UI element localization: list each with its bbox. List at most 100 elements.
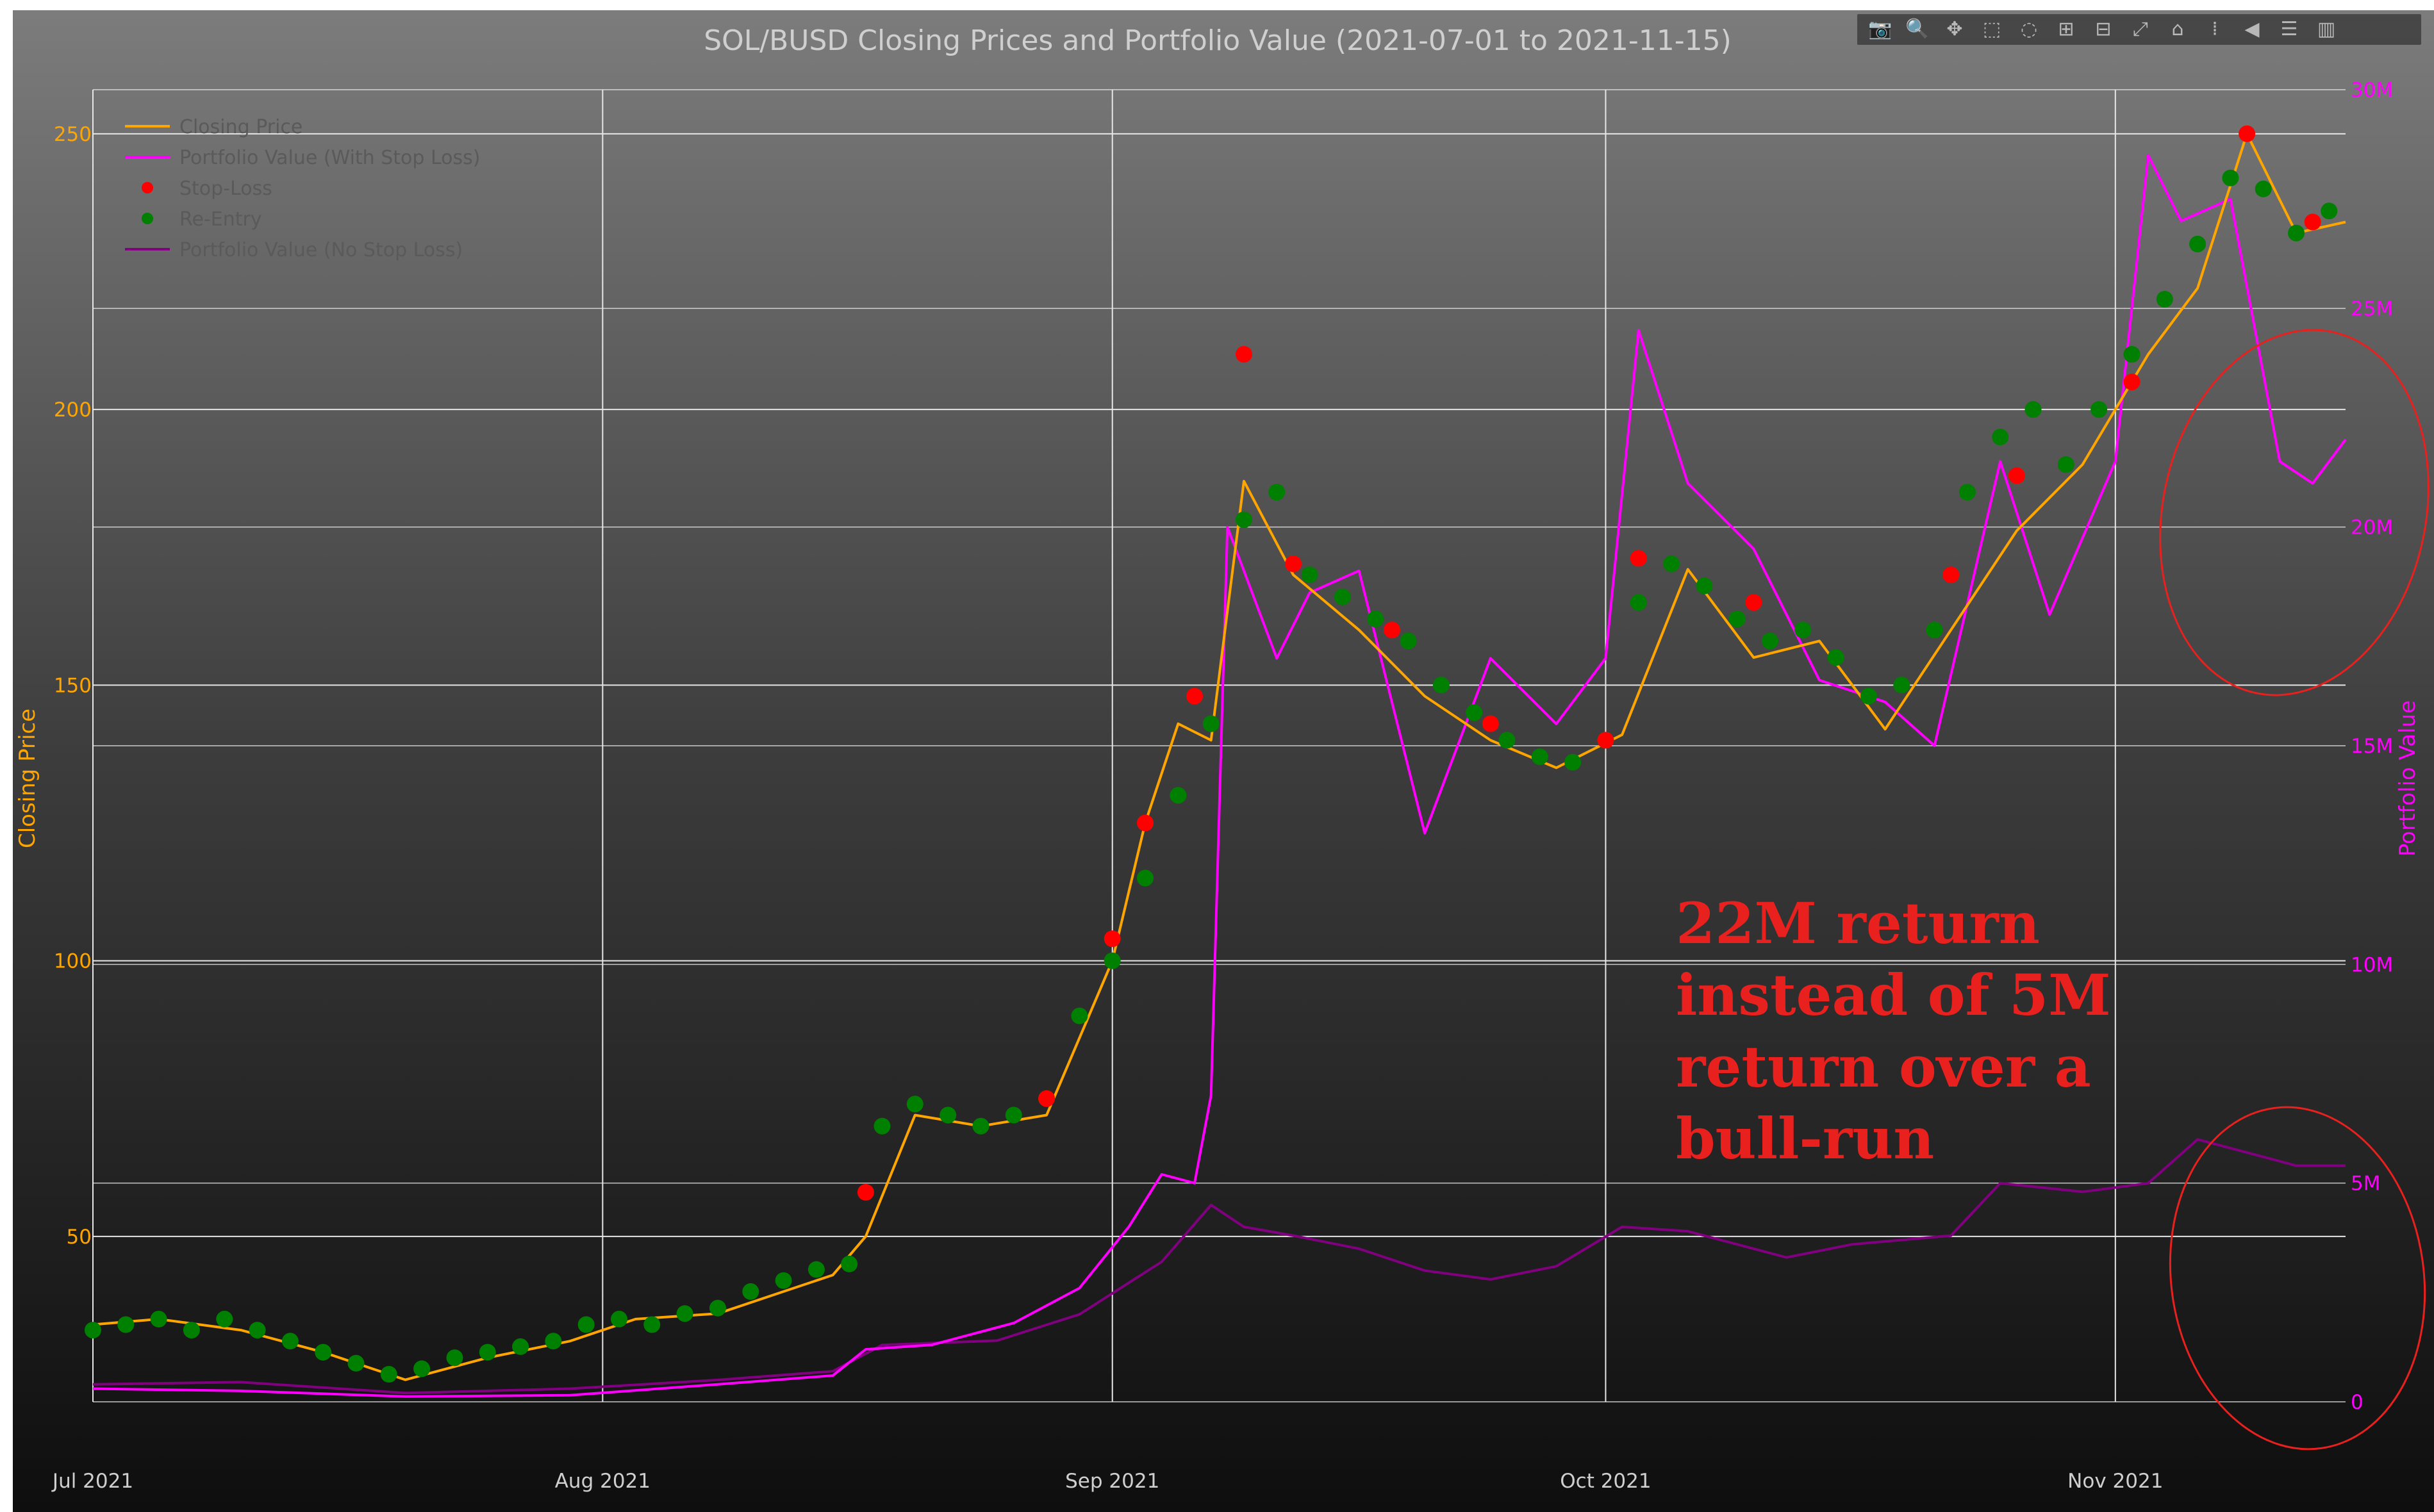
camera-icon[interactable]: 📷	[1868, 18, 1892, 40]
re-entry-marker	[611, 1310, 627, 1327]
re-entry-marker	[446, 1349, 463, 1367]
re-entry-marker	[2321, 202, 2338, 220]
axis-text: Jul 2021 Aug 2021 Sep 2021 Oct 2021 Nov 2021…	[51, 79, 2393, 1493]
re-entry-marker	[1268, 484, 1286, 501]
y2-tick-label: 0	[2351, 1391, 2364, 1414]
stop-loss-marker	[1186, 687, 1203, 705]
re-entry-marker	[1466, 704, 1483, 721]
re-entry-marker	[380, 1366, 397, 1383]
re-entry-marker	[643, 1316, 661, 1333]
re-entry-marker	[1564, 753, 1582, 771]
y2-tick-label: 10M	[2351, 953, 2393, 976]
legend-item-label: Closing Price	[179, 116, 302, 138]
zoom-out-icon[interactable]: ⊟	[2095, 18, 2112, 40]
re-entry-marker	[2222, 169, 2239, 186]
y2-tick-label: 25M	[2351, 297, 2393, 320]
hover-compare-icon[interactable]: ☰	[2280, 18, 2298, 40]
re-entry-marker	[2024, 401, 2042, 418]
re-entry-marker	[1236, 511, 1252, 529]
y-tick-label: 50	[67, 1226, 92, 1249]
re-entry-marker	[1794, 621, 1812, 639]
re-entry-marker	[1432, 677, 1450, 694]
stop-loss-marker	[1745, 594, 1762, 611]
stop-loss-marker	[1104, 930, 1121, 948]
re-entry-marker	[1531, 748, 1548, 766]
re-entry-marker	[1827, 649, 1844, 666]
stop-loss-marker	[2123, 374, 2140, 391]
autoscale-icon[interactable]: ⤢	[2133, 18, 2148, 40]
x-tick-label: Sep 2021	[1065, 1470, 1159, 1493]
re-entry-marker	[742, 1283, 759, 1300]
stop-loss-marker	[1285, 555, 1302, 572]
annotation-circle-bottom	[2169, 1106, 2426, 1450]
re-entry-marker	[972, 1117, 989, 1135]
re-entry-marker	[545, 1333, 562, 1350]
re-entry-marker	[1958, 484, 1976, 501]
re-entry-marker	[216, 1310, 233, 1327]
re-entry-marker	[150, 1310, 167, 1327]
re-entry-marker	[2123, 346, 2140, 363]
legend-marker	[142, 213, 153, 224]
re-entry-marker	[2090, 401, 2108, 418]
stop-loss-marker	[1597, 732, 1614, 749]
re-entry-marker	[1334, 588, 1351, 605]
re-entry-marker	[2255, 180, 2272, 197]
chart-title: SOL/BUSD Closing Prices and Portfolio Va…	[704, 24, 1732, 57]
x-tick-label: Jul 2021	[51, 1470, 133, 1493]
re-entry-marker	[2189, 235, 2206, 252]
chart-background	[13, 10, 2434, 1512]
re-entry-marker	[413, 1360, 431, 1377]
re-entry-marker	[479, 1344, 496, 1361]
legend-item-label: Portfolio Value (With Stop Loss)	[179, 147, 480, 169]
pan-icon[interactable]: ✥	[1946, 18, 1963, 40]
spike-lines-icon[interactable]: ⁞	[2212, 18, 2218, 40]
re-entry-marker	[709, 1299, 726, 1317]
stop-loss-marker	[1482, 715, 1499, 732]
stop-loss-marker	[2008, 467, 2025, 484]
reset-axes-icon[interactable]: ⌂	[2171, 18, 2184, 40]
re-entry-marker	[281, 1333, 299, 1350]
x-tick-label: Oct 2021	[1560, 1470, 1651, 1493]
re-entry-marker	[1137, 869, 1154, 887]
re-entry-marker	[1728, 611, 1746, 628]
zoom-icon[interactable]: 🔍	[1905, 18, 1930, 40]
re-entry-marker	[807, 1261, 825, 1278]
stop-loss-marker	[1942, 566, 1960, 584]
stop-loss-marker	[1383, 621, 1400, 639]
y2-tick-label: 15M	[2351, 735, 2393, 758]
plotly-logo-icon[interactable]: ▥	[2317, 18, 2336, 40]
series-line-closing-price	[92, 132, 2346, 1381]
re-entry-marker	[1630, 594, 1647, 611]
re-entry-marker	[347, 1354, 365, 1372]
re-entry-marker	[1663, 555, 1680, 572]
re-entry-marker	[1104, 952, 1121, 969]
stop-loss-marker	[1630, 550, 1647, 567]
re-entry-marker	[775, 1272, 792, 1289]
zoom-in-icon[interactable]: ⊞	[2058, 18, 2074, 40]
legend-item-label: Portfolio Value (No Stop Loss)	[179, 239, 463, 261]
re-entry-marker	[1005, 1106, 1022, 1124]
legend-marker	[142, 182, 153, 193]
box-select-icon[interactable]: ⬚	[1982, 18, 2001, 40]
return-annotation: 22M return instead of 5M return over a b…	[1676, 890, 2111, 1172]
lasso-select-icon[interactable]: ◌	[2020, 18, 2038, 40]
re-entry-marker	[512, 1338, 529, 1355]
re-entry-marker	[1202, 715, 1220, 732]
x-tick-label: Aug 2021	[555, 1470, 650, 1493]
re-entry-marker	[1367, 611, 1384, 628]
legend-item-label: Re-Entry	[179, 208, 262, 231]
re-entry-marker	[183, 1322, 200, 1339]
re-entry-marker	[1992, 429, 2009, 446]
re-entry-marker	[85, 1322, 101, 1339]
stop-loss-marker	[857, 1184, 874, 1201]
hover-closest-icon[interactable]: ◀	[2244, 18, 2260, 40]
y-tick-label: 150	[54, 674, 92, 697]
stop-loss-marker	[2304, 213, 2321, 231]
stop-loss-marker	[1236, 346, 1252, 363]
re-entry-marker	[2057, 456, 2074, 473]
y2-axis-title: Portfolio Value	[2395, 700, 2421, 857]
y-tick-label: 100	[54, 950, 92, 973]
gridlines	[92, 89, 2346, 1402]
series-line-portfolio-value-with-stop-loss	[92, 154, 2347, 1398]
